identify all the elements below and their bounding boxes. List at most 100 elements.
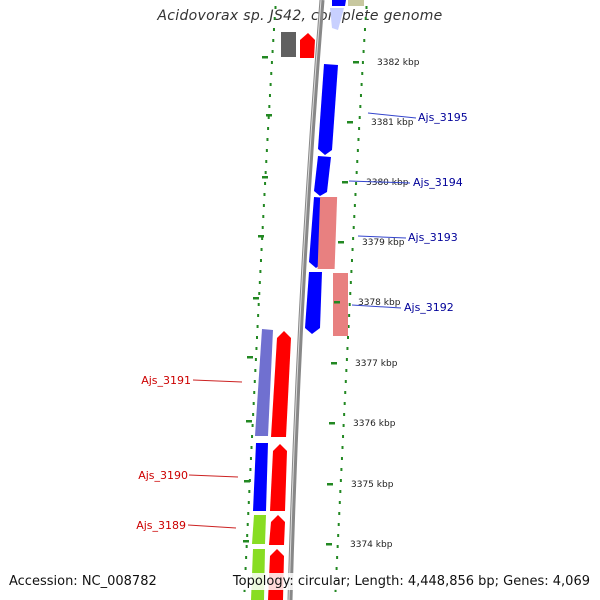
kbp-tick-label: 3380 kbp bbox=[366, 178, 409, 188]
dotted-guide-dot bbox=[253, 380, 256, 383]
dotted-guide-dot bbox=[345, 358, 348, 361]
kbp-tick-mark bbox=[353, 61, 359, 64]
dotted-guide-dot bbox=[245, 556, 248, 559]
dotted-guide-dot bbox=[267, 116, 270, 119]
kbp-tick-mark bbox=[327, 483, 333, 486]
kbp-tick-label: 3382 kbp bbox=[377, 58, 420, 68]
dotted-guide-dot bbox=[258, 292, 261, 295]
dotted-guide-dot bbox=[363, 39, 366, 42]
dotted-guide-dot bbox=[264, 171, 267, 174]
dotted-guide-dot bbox=[270, 61, 273, 64]
kbp-ticks: 3382 kbp 3381 kbp 3380 kbp 3379 kbp 3378 kbp… bbox=[243, 56, 420, 550]
dotted-guide-dot bbox=[263, 193, 266, 196]
dotted-guide-dot bbox=[349, 281, 352, 284]
dotted-guide-dot bbox=[248, 490, 251, 493]
genome-backbone bbox=[287, 0, 325, 600]
kbp-tick-label: 3376 kbp bbox=[353, 419, 396, 429]
dotted-guide-dot bbox=[361, 72, 364, 75]
dotted-guide-dot bbox=[337, 523, 340, 526]
dotted-guide-dot bbox=[339, 479, 342, 482]
dotted-guide-dot bbox=[254, 358, 257, 361]
gene-label-ajs_3192: Ajs_3192 bbox=[404, 301, 454, 314]
dotted-guide-dot bbox=[340, 457, 343, 460]
dotted-guide-dot bbox=[346, 347, 349, 350]
gene-red-3191 bbox=[271, 331, 291, 437]
dotted-guide-dot bbox=[254, 369, 257, 372]
dotted-guide-dot bbox=[343, 413, 346, 416]
kbp-tick-mark bbox=[326, 543, 332, 546]
dotted-guide-dot bbox=[351, 248, 354, 251]
gene-label-leader bbox=[357, 235, 407, 239]
dotted-guide-dot bbox=[365, 6, 368, 9]
minor-tick-mark bbox=[266, 114, 272, 117]
dotted-guide-dot bbox=[355, 182, 358, 185]
kbp-tick-label: 3379 kbp bbox=[362, 238, 405, 248]
dotted-guide-dot bbox=[353, 204, 356, 207]
minor-tick-mark bbox=[262, 176, 268, 179]
dotted-guide-dot bbox=[349, 292, 352, 295]
dotted-guide-dot bbox=[348, 314, 351, 317]
dotted-guide-dot bbox=[264, 182, 267, 185]
genome-backbone-highlight bbox=[288, 0, 322, 600]
dotted-guide-dot bbox=[337, 534, 340, 537]
dotted-guide-dot bbox=[244, 567, 247, 570]
dotted-guide-dot bbox=[359, 94, 362, 97]
gene-label-ajs_3193: Ajs_3193 bbox=[408, 231, 458, 244]
gene-ajs3191 bbox=[255, 329, 273, 436]
dotted-guide-dot bbox=[355, 171, 358, 174]
dotted-guide-dot bbox=[362, 50, 365, 53]
minor-tick-mark bbox=[244, 480, 250, 483]
dotted-guide-dot bbox=[358, 127, 361, 130]
gene-red-3190 bbox=[270, 444, 287, 511]
gene-gray bbox=[281, 32, 296, 57]
gene-top-blue bbox=[332, 0, 346, 6]
dotted-guide-dot bbox=[272, 28, 275, 31]
dotted-guide-dot bbox=[250, 446, 253, 449]
kbp-tick-mark bbox=[338, 241, 344, 244]
gene-label-leader bbox=[348, 180, 411, 184]
dotted-guide-dot bbox=[338, 512, 341, 515]
gene-ajs3195 bbox=[318, 64, 338, 155]
gene-red-small bbox=[300, 33, 315, 58]
dotted-guide-dot bbox=[251, 435, 254, 438]
dotted-guide-dot bbox=[252, 413, 255, 416]
gene-label-leader bbox=[367, 112, 417, 119]
dotted-guide-dot bbox=[260, 248, 263, 251]
gene-pink-upper bbox=[317, 197, 338, 269]
minor-tick-mark bbox=[246, 420, 252, 423]
dotted-guide-dot bbox=[249, 468, 252, 471]
gene-ajs3190 bbox=[253, 443, 268, 511]
dotted-guide-dot bbox=[344, 391, 347, 394]
dotted-guide-dot bbox=[259, 259, 262, 262]
dotted-guide-dot bbox=[255, 347, 258, 350]
gene-ajs3189 bbox=[252, 515, 266, 544]
dotted-guide-dot bbox=[258, 281, 261, 284]
dotted-guide-dot bbox=[245, 545, 248, 548]
kbp-tick-mark bbox=[334, 301, 340, 304]
minor-tick-mark bbox=[253, 297, 259, 300]
dotted-guide-dot bbox=[343, 402, 346, 405]
minor-tick-mark bbox=[247, 356, 253, 359]
dotted-guide-dot bbox=[364, 17, 367, 20]
gene-label-ajs_3190: Ajs_3190 bbox=[138, 469, 188, 482]
minor-tick-mark bbox=[243, 540, 249, 543]
kbp-tick-label: 3374 kbp bbox=[350, 540, 393, 550]
dotted-guide-dot bbox=[339, 490, 342, 493]
gene-label-ajs_3194: Ajs_3194 bbox=[413, 176, 463, 189]
genome-summary: Topology: circular; Length: 4,448,856 bp… bbox=[230, 573, 592, 590]
kbp-tick-label: 3375 kbp bbox=[351, 480, 394, 490]
dotted-guide-dot bbox=[265, 149, 268, 152]
dotted-guide-dot bbox=[359, 105, 362, 108]
dotted-guide-dot bbox=[269, 83, 272, 86]
kbp-tick-mark bbox=[342, 181, 348, 184]
dotted-guide-dot bbox=[342, 435, 345, 438]
dotted-guide-dot bbox=[363, 28, 366, 31]
kbp-tick-mark bbox=[331, 362, 337, 365]
dotted-guide-dot bbox=[270, 72, 273, 75]
dotted-guide-dot bbox=[334, 589, 337, 592]
gene-top-lightblue bbox=[330, 8, 344, 30]
dotted-guide-dot bbox=[345, 369, 348, 372]
dotted-guide-dot bbox=[252, 402, 255, 405]
dotted-guide-dot bbox=[347, 325, 350, 328]
dotted-guide-dot bbox=[259, 270, 262, 273]
